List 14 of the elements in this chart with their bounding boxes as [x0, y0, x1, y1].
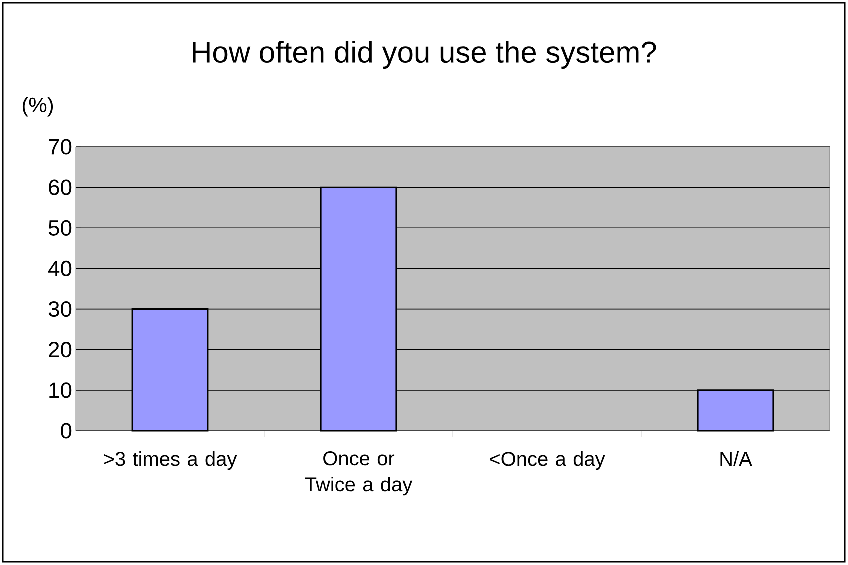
y-axis-title: (%)	[22, 97, 54, 117]
y-tick-label: 20	[49, 342, 72, 358]
x-tick-label: >3 times a day	[104, 452, 238, 470]
x-tick-label: N/A	[720, 452, 752, 466]
y-tick-label: 50	[48, 220, 72, 236]
y-tick-label: 60	[49, 180, 72, 196]
y-tick-label: 30	[48, 301, 72, 318]
y-tick-label: 40	[48, 260, 72, 277]
chart-title: How often did you use the system?	[193, 41, 656, 69]
x-tick-label: <Once a day	[490, 452, 606, 470]
x-tick-label: Once or Twice a day	[305, 452, 413, 496]
y-tick-label: 70	[49, 139, 72, 155]
y-tick-label: 10	[50, 382, 72, 398]
y-tick-label: 0	[61, 423, 72, 439]
